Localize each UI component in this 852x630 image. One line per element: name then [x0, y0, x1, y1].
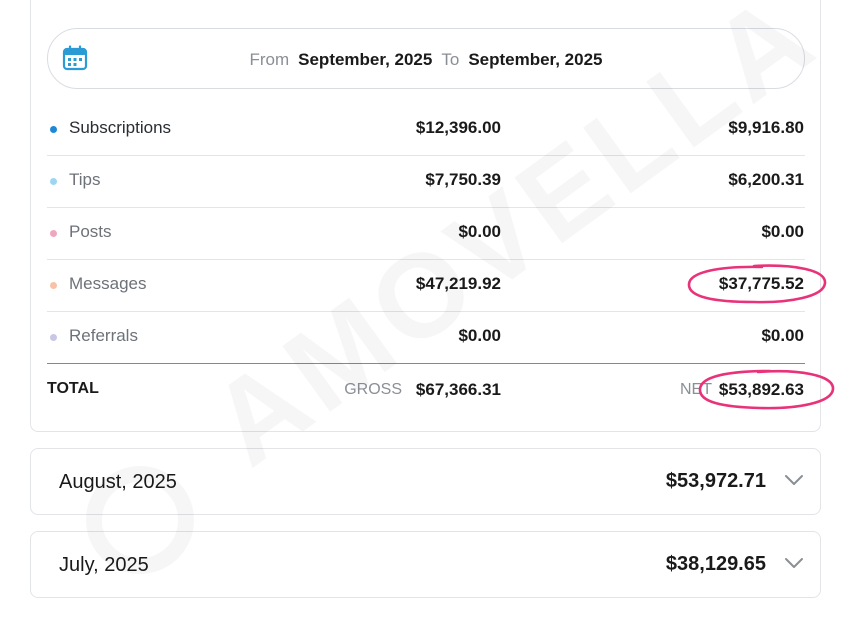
month-card-july[interactable]: July, 2025 $38,129.65 — [30, 531, 821, 598]
chevron-down-icon[interactable] — [784, 556, 804, 570]
total-net: $53,892.63 — [714, 380, 804, 400]
row-label: Tips — [69, 170, 101, 189]
row-gross: $7,750.39 — [425, 170, 501, 189]
to-label: To — [441, 49, 460, 69]
tips-dot — [50, 178, 57, 185]
row-gross: $0.00 — [458, 326, 501, 345]
row-gross: $47,219.92 — [415, 274, 501, 293]
from-label: From — [249, 49, 290, 69]
net-label: NET — [680, 381, 712, 398]
earnings-row-posts: Posts $0.00 $0.00 — [47, 208, 805, 260]
month-label: August, 2025 — [59, 471, 177, 493]
total-gross: $67,366.31 — [415, 380, 501, 399]
from-value: September, 2025 — [298, 49, 433, 69]
row-label: Referrals — [69, 326, 138, 345]
earnings-row-tips: Tips $7,750.39 $6,200.31 — [47, 156, 805, 208]
month-amount: $53,972.71 — [665, 470, 766, 492]
row-label: Subscriptions — [69, 118, 172, 137]
messages-dot — [50, 282, 57, 289]
month-card-august[interactable]: August, 2025 $53,972.71 — [30, 448, 821, 515]
row-net: $0.00 — [761, 222, 804, 241]
referrals-dot — [50, 334, 57, 341]
row-net: $9,916.80 — [728, 118, 804, 137]
total-label: TOTAL — [47, 380, 99, 397]
row-gross: $0.00 — [458, 222, 501, 241]
row-net: $37,775.52 — [718, 274, 804, 293]
total-row: TOTAL GROSS $67,366.31 NET $53,892.63 — [47, 364, 805, 416]
chevron-down-icon[interactable] — [784, 473, 804, 487]
month-label: July, 2025 — [59, 554, 149, 576]
calendar-icon — [62, 45, 88, 71]
row-gross: $12,396.00 — [415, 118, 501, 137]
subscriptions-dot — [50, 126, 57, 133]
month-amount: $38,129.65 — [665, 553, 766, 575]
posts-dot — [50, 230, 57, 237]
gross-label: GROSS — [344, 381, 402, 398]
date-range-text: From September, 2025 To September, 2025 — [48, 29, 804, 90]
to-value: September, 2025 — [468, 49, 603, 69]
row-label: Messages — [69, 274, 147, 293]
earnings-row-subscriptions: Subscriptions $12,396.00 $9,916.80 — [47, 104, 805, 156]
row-label: Posts — [69, 222, 112, 241]
row-net: $0.00 — [761, 326, 804, 345]
earnings-row-messages: Messages $47,219.92 $37,775.52 — [47, 260, 805, 312]
earnings-row-referrals: Referrals $0.00 $0.00 — [47, 312, 805, 364]
date-range-picker[interactable]: From September, 2025 To September, 2025 — [47, 28, 805, 89]
row-net: $6,200.31 — [728, 170, 804, 189]
